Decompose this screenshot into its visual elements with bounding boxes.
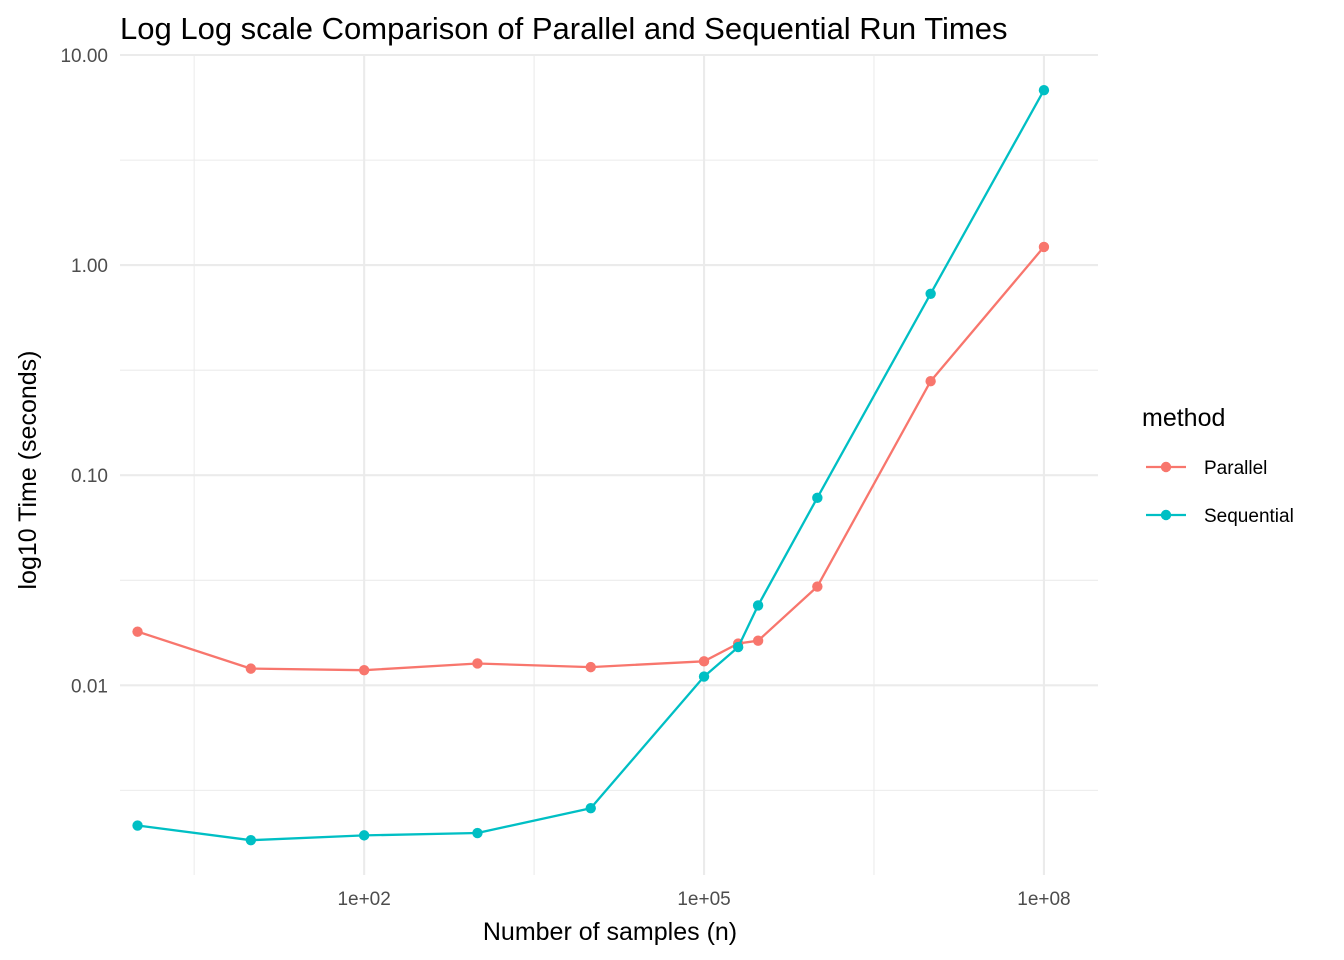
- x-tick-label: 1e+05: [677, 889, 730, 910]
- y-axis-tick-labels: 0.01 0.10 1.00 10.00: [60, 46, 108, 697]
- legend-item-sequential: Sequential: [1146, 506, 1294, 527]
- y-axis-title: log10 Time (seconds): [14, 350, 42, 589]
- data-point-sequential: [752, 600, 764, 611]
- x-axis-tick-labels: 1e+02 1e+05 1e+08: [337, 889, 1070, 910]
- data-point-sequential: [245, 835, 257, 846]
- x-axis-title: Number of samples (n): [483, 918, 737, 946]
- legend-item-parallel: Parallel: [1146, 458, 1267, 479]
- legend-label-parallel: Parallel: [1204, 458, 1267, 479]
- grid-lines: [120, 53, 1098, 875]
- data-point-sequential: [732, 641, 744, 653]
- data-point-parallel: [472, 658, 483, 669]
- data-point-sequential: [358, 830, 370, 841]
- y-tick-label: 10.00: [60, 46, 108, 67]
- legend-items: Parallel Sequential: [1146, 458, 1294, 527]
- x-tick-label: 1e+08: [1017, 889, 1070, 910]
- data-point-sequential: [925, 288, 936, 300]
- data-point-sequential: [472, 827, 483, 839]
- data-point-sequential: [812, 492, 823, 504]
- data-point-parallel: [1038, 241, 1050, 253]
- data-point-parallel: [698, 656, 710, 667]
- data-point-sequential: [585, 802, 596, 814]
- x-tick-label: 1e+02: [337, 889, 390, 910]
- data-point-parallel: [812, 581, 823, 592]
- data-point-parallel: [132, 626, 143, 637]
- data-point-parallel: [245, 663, 257, 674]
- data-point-parallel: [358, 664, 370, 676]
- series-sequential: [132, 84, 1050, 846]
- data-point-sequential: [698, 671, 710, 682]
- chart-title: Log Log scale Comparison of Parallel and…: [120, 11, 1007, 46]
- data-point-parallel: [925, 376, 936, 387]
- y-tick-label: 0.10: [71, 466, 108, 487]
- legend-marker-sequential: [1160, 509, 1172, 521]
- legend: method Parallel Sequential: [1142, 404, 1294, 527]
- y-tick-label: 0.01: [71, 676, 108, 697]
- data-point-parallel: [752, 635, 764, 646]
- data-point-parallel: [585, 661, 596, 673]
- legend-marker-parallel: [1160, 461, 1172, 473]
- data-series: [132, 84, 1050, 846]
- legend-label-sequential: Sequential: [1204, 506, 1294, 527]
- legend-title: method: [1142, 404, 1225, 432]
- data-point-sequential: [1038, 84, 1050, 96]
- y-tick-label: 1.00: [71, 256, 108, 277]
- data-point-sequential: [132, 820, 143, 831]
